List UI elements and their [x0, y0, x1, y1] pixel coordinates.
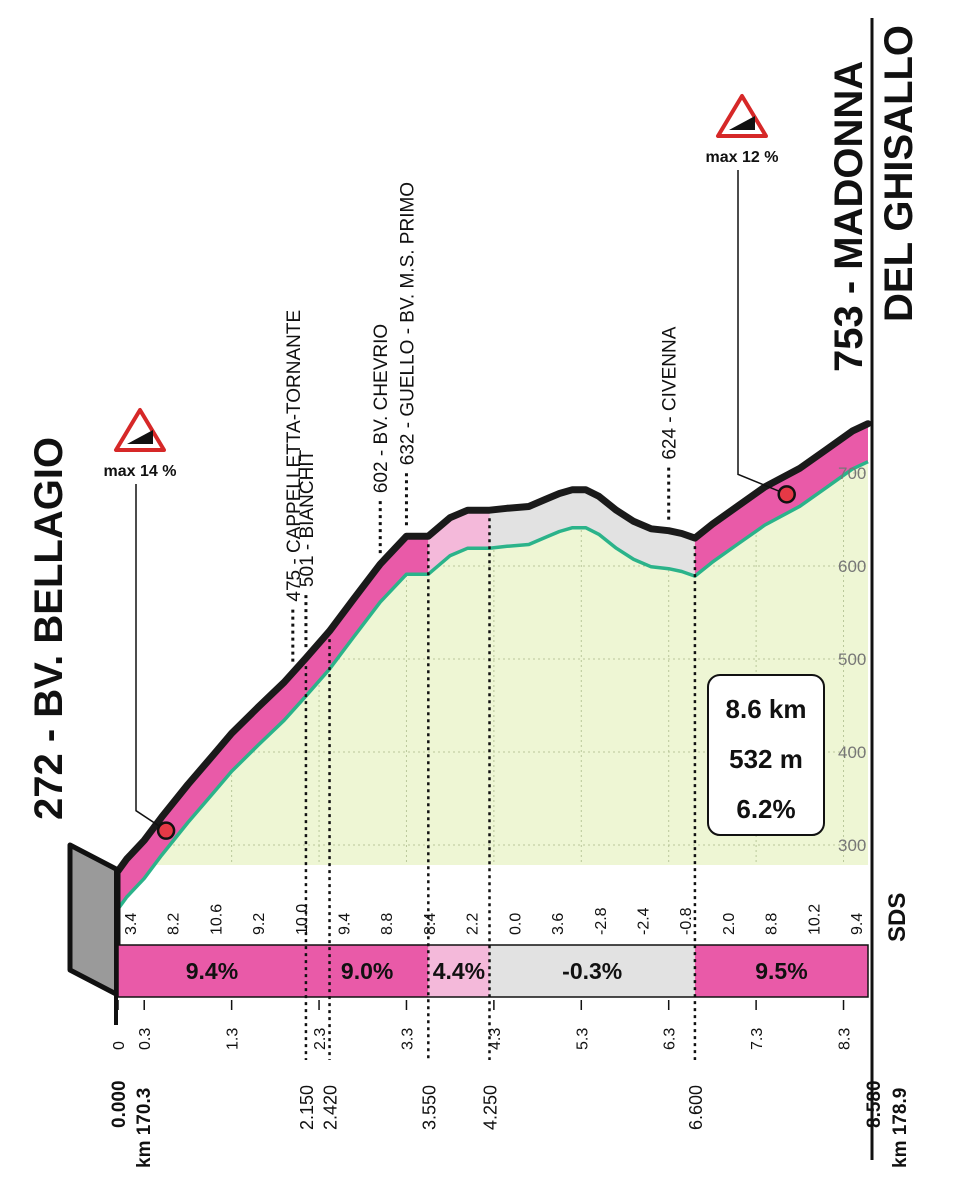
gradient-per-100m-label: 2.2 — [465, 913, 482, 935]
terrain-area — [118, 461, 868, 909]
start-distance-label: 0.000 — [109, 1080, 130, 1128]
gradient-per-100m-label: 9.4 — [849, 913, 866, 935]
point-label: 602 - BV. CHEVRIO — [371, 324, 392, 493]
gradient-per-100m-label: 10.0 — [294, 904, 311, 935]
start-name: 272 - BV. BELLAGIO — [27, 437, 71, 820]
elevation-tick-label: 600 — [838, 557, 866, 576]
distance-tick-label: 0.3 — [137, 1028, 154, 1050]
gradient-per-100m-label: 3.4 — [123, 913, 140, 935]
gradient-per-100m-label: 8.8 — [379, 913, 396, 935]
summary-length: 8.6 km — [726, 694, 807, 724]
point-label: 501 - BIANCHIT — [297, 449, 318, 587]
distance-tick-label: 2.3 — [312, 1028, 329, 1050]
point-label: 624 - CIVENNA — [660, 326, 681, 459]
distance-tick-label: 0 — [111, 1041, 128, 1050]
summary-box — [707, 674, 825, 836]
gradient-per-100m-label: -2.4 — [635, 907, 652, 935]
finish-km-label: km 178.9 — [890, 1088, 911, 1168]
elevation-tick-label: 400 — [838, 743, 866, 762]
distance-tick-label: 6.3 — [662, 1028, 679, 1050]
max-gradient-icon-slope — [729, 116, 755, 130]
gradient-per-100m-label: 8.8 — [764, 913, 781, 935]
gradient-sector-bar — [305, 945, 429, 997]
distance-tick-label: 1.3 — [225, 1028, 242, 1050]
gradient-per-100m-label: -0.8 — [678, 907, 695, 935]
road-sector — [489, 489, 695, 577]
gradient-sector-label: 9.0% — [341, 958, 393, 984]
elevation-tick-label: 300 — [838, 836, 866, 855]
distance-tick-label: 7.3 — [749, 1028, 766, 1050]
split-distance-label: 3.550 — [419, 1085, 439, 1130]
finish-distance-label: 8.580 — [864, 1080, 885, 1128]
summary-gain: 532 m — [729, 744, 803, 774]
split-distance-label: 6.600 — [686, 1085, 706, 1130]
gradient-sector-bar — [694, 945, 868, 997]
gradient-sector-bar — [118, 945, 306, 997]
split-distance-label: 2.150 — [297, 1085, 317, 1130]
max-gradient-label: max 14 % — [104, 463, 177, 480]
gradient-sector-bar — [489, 945, 695, 997]
split-distance-label: 4.250 — [481, 1085, 501, 1130]
gradient-per-100m-label: 10.2 — [806, 904, 823, 935]
max-gradient-leader — [737, 170, 787, 496]
gradient-per-100m-label: 8.2 — [166, 913, 183, 935]
finish-name-line2: DEL GHISALLO — [877, 25, 921, 322]
elevation-tick-label: 700 — [838, 464, 866, 483]
gradient-sector-bar — [428, 945, 490, 997]
gradient-sector-label: 4.4% — [433, 958, 485, 984]
distance-tick-label: 5.3 — [574, 1028, 591, 1050]
gradient-per-100m-label: 9.2 — [251, 913, 268, 935]
gradient-sector-label: 9.5% — [755, 958, 807, 984]
gradient-per-100m-label: 0.0 — [507, 913, 524, 935]
summary-average: 6.2% — [736, 794, 795, 824]
road-sector — [305, 536, 429, 697]
road-sector — [118, 658, 306, 909]
distance-tick-label: 4.3 — [487, 1028, 504, 1050]
gradient-per-100m-label: -2.8 — [593, 907, 610, 935]
profile-green-line — [116, 460, 869, 911]
gradient-per-100m-label: 3.6 — [550, 913, 567, 935]
max-gradient-leader — [135, 484, 167, 832]
split-distance-label: 2.420 — [321, 1085, 341, 1130]
gradient-per-100m-label: 8.4 — [422, 913, 439, 935]
gradient-sector-label: 9.4% — [186, 958, 238, 984]
gradient-per-100m-label: 2.0 — [721, 913, 738, 935]
max-gradient-dot — [777, 485, 796, 504]
point-label: 632 - GUELLO - BV. M.S. PRIMO — [397, 182, 418, 465]
max-gradient-icon-slope — [127, 430, 153, 444]
finish-name-line1: 753 - MADONNA — [827, 61, 871, 372]
distance-tick-label: 3.3 — [399, 1028, 416, 1050]
gradient-sector-label: -0.3% — [562, 958, 622, 984]
distance-tick-label: 8.3 — [837, 1028, 854, 1050]
sds-logo-text: SDS — [884, 893, 911, 942]
profile-top-line — [114, 420, 872, 875]
max-gradient-dot — [156, 821, 176, 840]
start-block — [67, 842, 121, 998]
gradient-per-100m-label: 10.6 — [208, 904, 225, 935]
point-label: 475 - CAPPELLETTA-TORNANTE — [284, 310, 305, 602]
gradient-per-100m-label: 9.4 — [337, 913, 354, 935]
start-km-label: km 170.3 — [134, 1088, 155, 1168]
elevation-tick-label: 500 — [838, 650, 866, 669]
max-gradient-label: max 12 % — [706, 149, 779, 166]
